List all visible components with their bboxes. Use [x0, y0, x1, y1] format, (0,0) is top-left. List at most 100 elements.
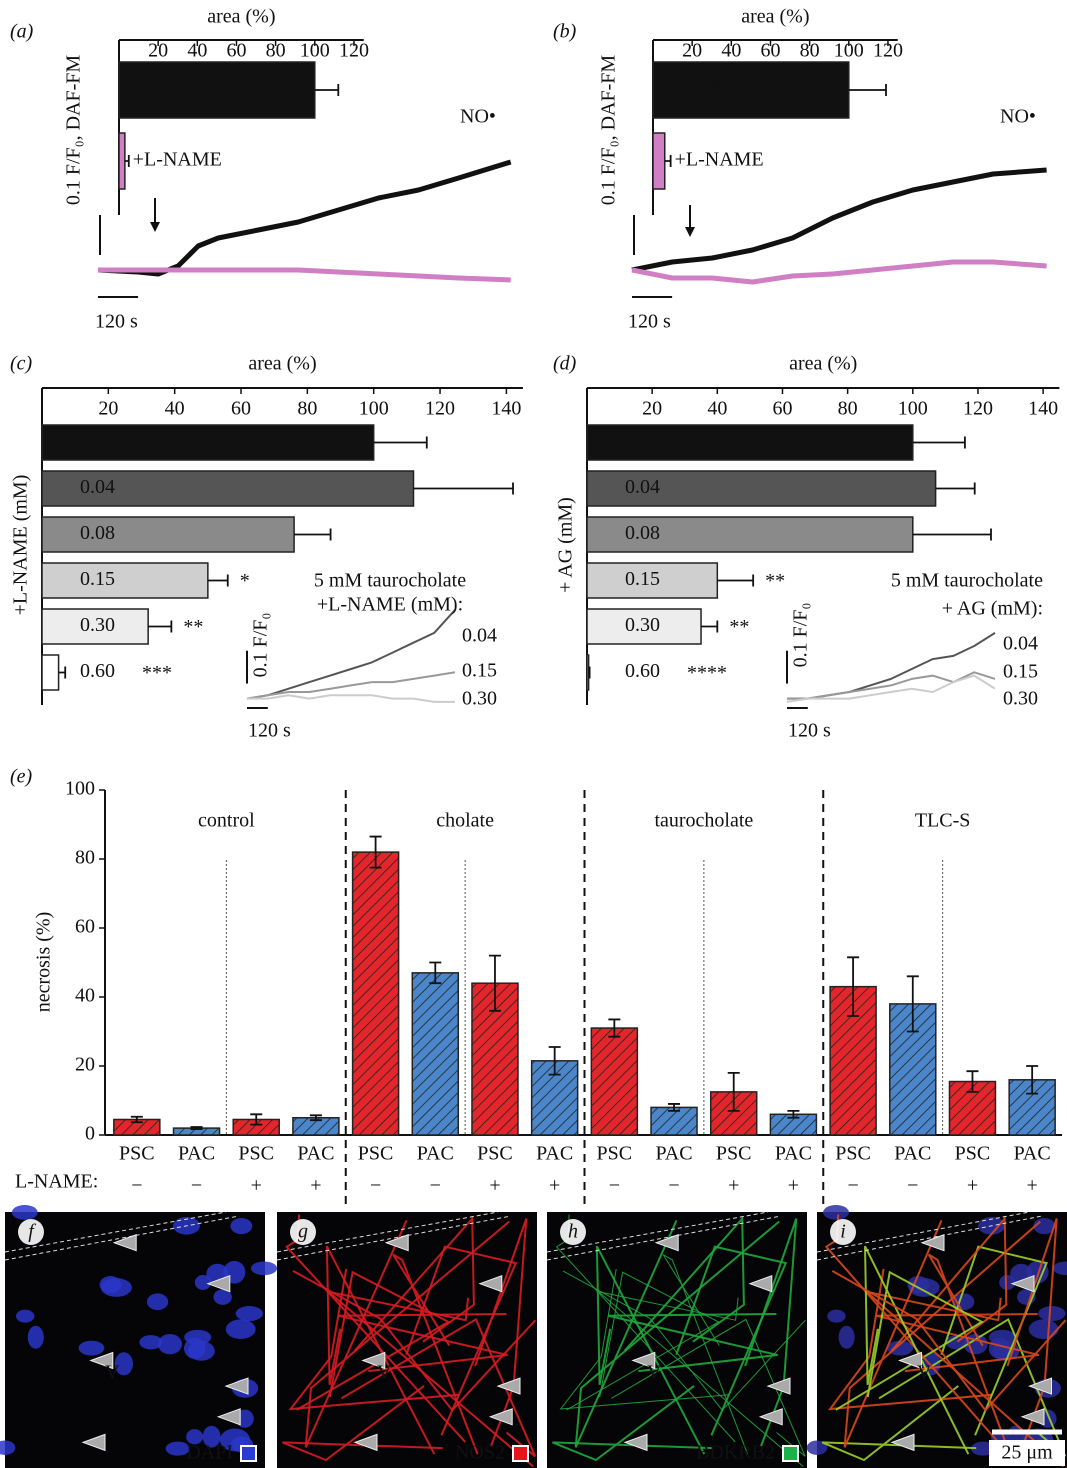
x-axis-title: area (%) — [741, 6, 809, 28]
nucleus — [887, 1340, 914, 1356]
panel-letter-ring — [560, 1219, 586, 1245]
arrowhead — [478, 1274, 503, 1293]
nucleus — [1052, 1261, 1067, 1276]
trace-line — [97, 159, 512, 277]
treatment-value: + — [489, 1175, 500, 1197]
arrowhead — [488, 1408, 513, 1426]
scale-label-y: 0.1 F/F₀, DAF-FM — [598, 55, 620, 206]
membrane — [890, 1216, 1008, 1352]
error-bar — [668, 1103, 681, 1112]
x-tick-label: PSC — [238, 1143, 274, 1165]
y-tick-label: 80 — [75, 847, 95, 869]
bar — [586, 562, 719, 599]
group-label: TLC-S — [915, 810, 971, 832]
x-tick-label: 20 — [148, 40, 168, 62]
x-tick-label: 100 — [300, 40, 330, 62]
channel-label: NOS2 — [455, 1442, 505, 1464]
significance: ** — [183, 616, 203, 638]
error-bar — [207, 574, 229, 587]
bar — [650, 1106, 698, 1136]
nucleus — [194, 1275, 211, 1290]
membrane — [405, 1245, 518, 1436]
panel-letter: g — [298, 1221, 308, 1243]
bar-label: 0.15 — [625, 568, 660, 590]
y-axis-title: + AG (mM) — [555, 497, 577, 593]
error-bar — [848, 84, 887, 96]
bar — [41, 470, 415, 507]
trace-label: 0.30 — [462, 688, 497, 710]
y-axis-title: necrosis (%) — [33, 912, 55, 1013]
annotation: NO• — [1000, 106, 1036, 128]
vessel-label: V — [377, 1362, 392, 1384]
membrane — [662, 1254, 749, 1455]
bar-label: 0 — [625, 430, 635, 452]
image-bg — [547, 1212, 807, 1468]
panel-letter-ring — [18, 1219, 44, 1245]
error-bar — [912, 528, 992, 541]
x-tick-label: 80 — [838, 398, 858, 420]
error-bar — [148, 620, 173, 633]
x-tick-label: 60 — [760, 40, 780, 62]
micrograph: h V BDKRB2 — [546, 1211, 807, 1468]
error-bar — [787, 1109, 800, 1119]
nucleus — [186, 1429, 204, 1445]
x-tick-label: PAC — [894, 1143, 931, 1165]
y-tick-label: 100 — [65, 778, 95, 800]
nucleus — [165, 1441, 190, 1456]
error-bar — [369, 835, 382, 869]
trace-line — [631, 259, 1047, 285]
x-tick-label: PAC — [417, 1143, 454, 1165]
trace-label: 0.30 — [1003, 688, 1038, 710]
x-tick-label: PAC — [655, 1143, 692, 1165]
error-bar — [429, 961, 442, 985]
trace-line — [246, 609, 456, 700]
inset-title: 5 mM taurocholate — [891, 570, 1043, 592]
error-bar — [124, 155, 130, 167]
error-bar — [906, 975, 919, 1033]
error-bar — [413, 482, 514, 495]
panel-letter: f — [28, 1221, 36, 1243]
panel-letter: (a) — [10, 21, 34, 43]
error-bar — [701, 620, 719, 633]
treatment-value: + — [728, 1175, 739, 1197]
bar-label: 0.04 — [625, 476, 660, 498]
error-bar — [912, 436, 966, 449]
arrowhead — [112, 1234, 137, 1252]
x-tick-label: 140 — [1028, 398, 1058, 420]
nucleus — [146, 1293, 169, 1311]
membrane — [288, 1268, 460, 1411]
x-tick-label: 100 — [359, 398, 389, 420]
membrane — [835, 1270, 984, 1411]
x-tick-label: 80 — [800, 40, 820, 62]
x-tick-label: 100 — [834, 40, 864, 62]
error-bar — [727, 1072, 740, 1112]
nucleus — [114, 1352, 133, 1376]
vessel-edge — [816, 1211, 1043, 1261]
vessel-label: V — [105, 1362, 120, 1384]
error-bar — [588, 666, 591, 679]
error-bar — [717, 574, 755, 587]
panel-letter: (e) — [10, 766, 33, 788]
nucleus — [225, 1319, 256, 1340]
bar — [586, 654, 590, 691]
bar-label: 0.30 — [80, 614, 115, 636]
treatment-value: + — [310, 1175, 321, 1197]
arrowhead — [1020, 1408, 1045, 1426]
panel-letter: (b) — [553, 21, 577, 43]
nucleus — [184, 1329, 212, 1345]
nucleus — [187, 1341, 215, 1361]
arrowhead — [758, 1408, 783, 1426]
x-tick-label: PSC — [716, 1143, 752, 1165]
channel-swatch — [240, 1445, 257, 1462]
bar-label: 0.60 — [625, 660, 660, 682]
y-tick-label: 40 — [75, 985, 95, 1007]
vessel-edge — [4, 1211, 240, 1261]
error-bar — [190, 1126, 203, 1131]
error-bar — [373, 436, 428, 449]
membrane — [843, 1220, 1041, 1448]
arrowhead — [766, 1377, 791, 1395]
membrane — [623, 1216, 745, 1352]
membrane — [296, 1270, 451, 1411]
nucleus — [838, 1325, 855, 1349]
error-bar — [488, 954, 501, 1012]
